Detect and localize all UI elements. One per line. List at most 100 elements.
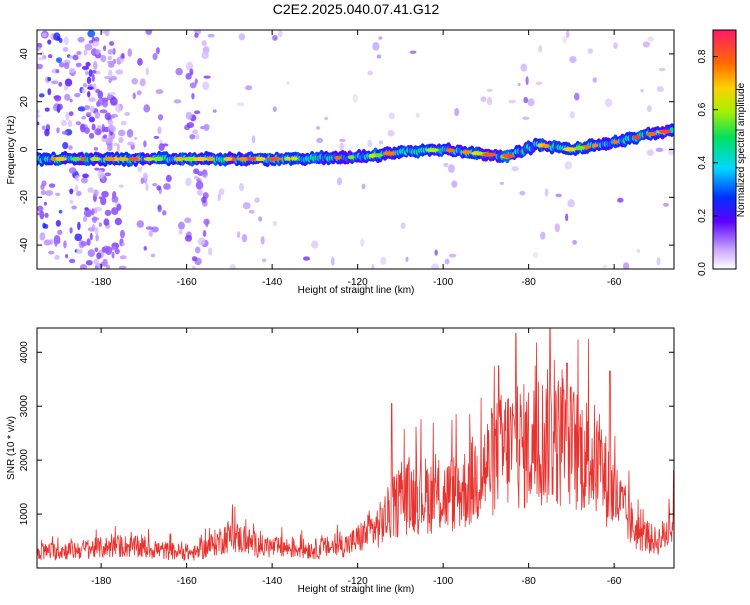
heatmap-noise-cell — [81, 65, 90, 70]
heatmap-noise-cell — [88, 132, 95, 139]
x-tick-label: -100 — [433, 277, 453, 288]
heatmap-noise-cell — [111, 207, 119, 215]
snr-y-label: SNR (10 * v/v) — [6, 416, 17, 480]
heatmap-noise-cell — [157, 114, 164, 121]
heatmap-noise-cell — [74, 174, 80, 182]
heatmap-noise-cell — [93, 258, 99, 265]
heatmap-noise-cell — [196, 189, 203, 196]
heatmap-noise-cell — [303, 256, 311, 261]
heatmap-noise-cell — [110, 91, 116, 96]
heatmap-noise-cell — [480, 96, 487, 103]
heatmap-noise-cell — [165, 174, 172, 183]
heatmap-noise-cell — [93, 147, 99, 151]
heatmap-noise-cell — [153, 135, 160, 139]
heatmap-y-label: Frequency (Hz) — [6, 116, 17, 185]
heatmap-noise-cell — [68, 258, 76, 264]
heatmap-noise-cell — [622, 262, 630, 269]
x-tick-label: -160 — [177, 576, 197, 587]
heatmap-noise-cell — [175, 67, 183, 76]
heatmap-noise-cell — [517, 82, 521, 87]
heatmap-noise-cell — [152, 52, 158, 61]
heatmap-noise-cell — [91, 70, 97, 74]
heatmap-noise-cell — [511, 166, 519, 172]
x-tick-label: -140 — [262, 277, 282, 288]
heatmap-noise-cell — [47, 76, 52, 82]
heatmap-noise-cell — [602, 264, 608, 268]
heatmap-noise-cell — [315, 126, 321, 130]
heatmap-noise-cell — [47, 250, 55, 255]
snr-x-axis: -180 -160 -140 -120 -100 -80 -60 — [91, 328, 622, 587]
heatmap-noise-cell — [37, 212, 44, 216]
heatmap-noise-cell — [91, 74, 95, 82]
heatmap-noise-cell — [120, 120, 127, 126]
heatmap-noise-cell — [339, 142, 344, 151]
y-tick-label: 4000 — [19, 341, 30, 364]
heatmap-noise-cell — [145, 30, 153, 36]
heatmap-noise-cell — [95, 234, 99, 242]
heatmap-noise-cell — [519, 190, 526, 196]
heatmap-noise-cell — [203, 75, 211, 79]
heatmap-noise-cell — [94, 111, 101, 119]
heatmap-noise-cell — [367, 139, 373, 148]
heatmap-peak-cell — [382, 151, 396, 156]
heatmap-noise-cell — [75, 62, 82, 68]
heatmap-noise-cell — [82, 82, 88, 88]
figure-title: C2E2.2025.040.07.41.G12 — [273, 1, 440, 17]
heatmap-noise-cell — [69, 98, 73, 103]
heatmap-noise-cell — [102, 258, 108, 267]
x-tick-label: -80 — [521, 576, 536, 587]
heatmap-noise-cell — [44, 212, 49, 218]
heatmap-noise-cell — [104, 112, 112, 121]
heatmap-noise-cell — [604, 98, 613, 108]
heatmap-noise-cell — [592, 77, 597, 83]
heatmap-noise-cell — [540, 231, 546, 240]
heatmap-noise-cell — [150, 253, 156, 258]
heatmap-noise-cell — [647, 36, 654, 42]
heatmap-peak-cell — [223, 157, 233, 162]
heatmap-noise-cell — [157, 126, 162, 135]
heatmap-noise-cell — [98, 222, 102, 228]
heatmap-noise-cell — [544, 188, 549, 197]
heatmap-noise-cell — [88, 69, 93, 77]
heatmap-noise-cell — [201, 51, 209, 60]
heatmap-noise-cell — [58, 37, 63, 43]
y-tick-label: -20 — [19, 190, 30, 205]
heatmap-peak-cell — [646, 132, 657, 137]
heatmap-peak-cell — [592, 143, 599, 148]
heatmap-noise-cell — [84, 43, 93, 51]
heatmap-noise-cell — [85, 70, 89, 76]
heatmap-noise-cell — [236, 102, 245, 107]
heatmap-noise-cell — [251, 135, 256, 144]
heatmap-noise-cell — [111, 195, 119, 203]
x-tick-label: -80 — [521, 277, 536, 288]
heatmap-peak-cell — [284, 156, 292, 161]
heatmap-noise-cell — [56, 103, 63, 111]
heatmap-noise-cell — [143, 140, 147, 148]
heatmap-noise-cell — [162, 210, 167, 216]
heatmap-noise-cell — [569, 55, 577, 64]
heatmap-noise-cell — [40, 183, 45, 191]
heatmap-noise-cell — [567, 199, 575, 208]
heatmap-noise-cell — [194, 32, 199, 38]
heatmap-noise-cell — [37, 46, 41, 52]
heatmap-noise-cell — [96, 252, 102, 260]
heatmap-noise-cell — [37, 114, 41, 118]
heatmap-noise-cell — [131, 78, 139, 85]
heatmap-noise-cell — [136, 90, 142, 96]
heatmap-noise-cell — [87, 187, 94, 194]
colorbar-tick-label: 0.2 — [697, 209, 708, 223]
heatmap-noise-cell — [118, 136, 124, 144]
heatmap-noise-cell — [555, 193, 562, 198]
heatmap-noise-cell — [55, 192, 61, 197]
heatmap-noise-cell — [118, 184, 124, 188]
heatmap-noise-cell — [311, 240, 319, 249]
heatmap-noise-cell — [229, 264, 236, 269]
heatmap-peak-cell — [174, 157, 185, 162]
heatmap-noise-cell — [63, 62, 70, 70]
heatmap-noise-cell — [65, 254, 69, 259]
heatmap-x-axis: -180 -160 -140 -120 -100 -80 -60 — [91, 30, 622, 288]
heatmap-noise-cell — [242, 202, 251, 210]
colorbar-tick-label: 0.6 — [697, 102, 708, 116]
heatmap-noise-cell — [41, 125, 46, 131]
heatmap-noise-cell — [103, 218, 110, 226]
